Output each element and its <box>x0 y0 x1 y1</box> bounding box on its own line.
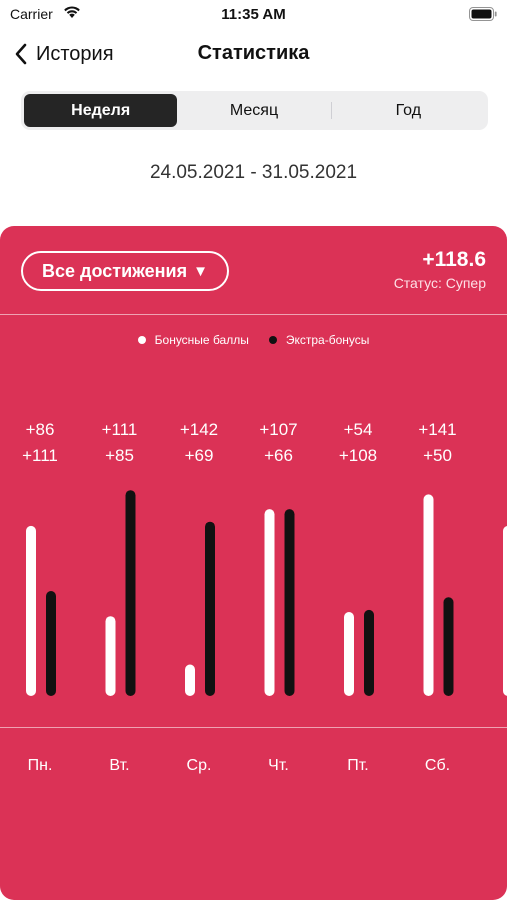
bonus-bar <box>105 616 116 696</box>
extra-value-label: +50 <box>423 446 452 465</box>
day-label: Вт. <box>109 757 129 774</box>
legend-dot-icon <box>137 336 146 344</box>
legend-item-bonus: Бонусные баллы <box>137 333 249 347</box>
bonus-value-label: +107 <box>259 420 297 439</box>
navigation-bar: История Статистика <box>0 34 507 74</box>
bonus-value-label: +86 <box>26 420 55 439</box>
bonus-bar <box>344 612 354 696</box>
back-label: История <box>36 42 114 65</box>
bonus-value-label: +111 <box>102 420 138 439</box>
legend-label: Экстра-бонусы <box>285 333 370 347</box>
total-value: +118.6 <box>422 248 486 271</box>
segment-year[interactable]: Год <box>395 101 422 119</box>
extra-value-label: +85 <box>105 446 134 465</box>
day-label: Пт. <box>347 757 369 774</box>
caret-down-icon: ▼ <box>193 262 208 280</box>
date-range: 24.05.2021 - 31.05.2021 <box>149 162 358 183</box>
extra-value-label: +111 <box>22 446 58 465</box>
extra-value-label: +69 <box>185 446 214 465</box>
bonus-value-label: +54 <box>344 420 373 439</box>
back-button[interactable]: История <box>14 40 114 68</box>
status-bar: Carrier 11:35 AM <box>0 0 507 30</box>
legend-dot-icon <box>268 336 277 344</box>
bonus-bar <box>264 509 275 696</box>
extra-bar <box>125 490 136 696</box>
day-label: Чт. <box>268 757 289 774</box>
extra-bar <box>364 609 374 696</box>
extra-value-label: +108 <box>339 446 377 465</box>
battery-icon <box>469 7 497 21</box>
bonus-bar <box>185 664 195 696</box>
period-segmented-control: Неделя Месяц Год <box>21 91 488 130</box>
bonus-bar <box>503 526 507 696</box>
day-label: Сб. <box>425 757 450 774</box>
legend-label: Бонусные баллы <box>154 333 249 347</box>
stats-card: Все достижения ▼ +118.6 Статус: Супер Бо… <box>0 226 507 900</box>
day-label: Ср. <box>187 757 212 774</box>
extra-value-label: +66 <box>264 446 293 465</box>
bonus-bar <box>26 525 36 696</box>
extra-bar <box>46 591 56 696</box>
carrier-label: Carrier <box>10 6 53 22</box>
bonus-bar <box>423 494 434 696</box>
bar-chart-svg: +86 +111 Пн. +111 +85 Вт. +142 +69 Ср. +107 +66 Чт.… <box>22 420 507 774</box>
chart-legend: Бонусные баллы Экстра-бонусы <box>0 333 507 347</box>
divider <box>0 727 507 728</box>
extra-bar <box>205 521 215 696</box>
bonus-value-label: +142 <box>180 420 218 439</box>
filter-label: Все достижения <box>42 260 188 281</box>
bar-chart: +86 +111 Пн. +111 +85 Вт. +142 +69 Ср. +107 +66 Чт.… <box>0 406 507 774</box>
bonus-value-label: +141 <box>418 420 456 439</box>
status-text: Статус: Супер <box>393 275 486 291</box>
wifi-icon <box>64 6 80 18</box>
segment-divider <box>330 102 332 119</box>
segment-month[interactable]: Месяц <box>229 101 279 119</box>
extra-bar <box>284 509 295 696</box>
day-label: Пн. <box>28 757 53 774</box>
legend-item-extra: Экстра-бонусы <box>268 333 370 347</box>
achievements-filter-button[interactable]: Все достижения ▼ <box>21 251 229 291</box>
segment-week[interactable]: Неделя <box>24 94 178 127</box>
chevron-left-icon <box>15 43 27 65</box>
divider <box>0 314 507 315</box>
extra-bar <box>443 597 454 696</box>
status-time: 11:35 AM <box>221 6 286 23</box>
